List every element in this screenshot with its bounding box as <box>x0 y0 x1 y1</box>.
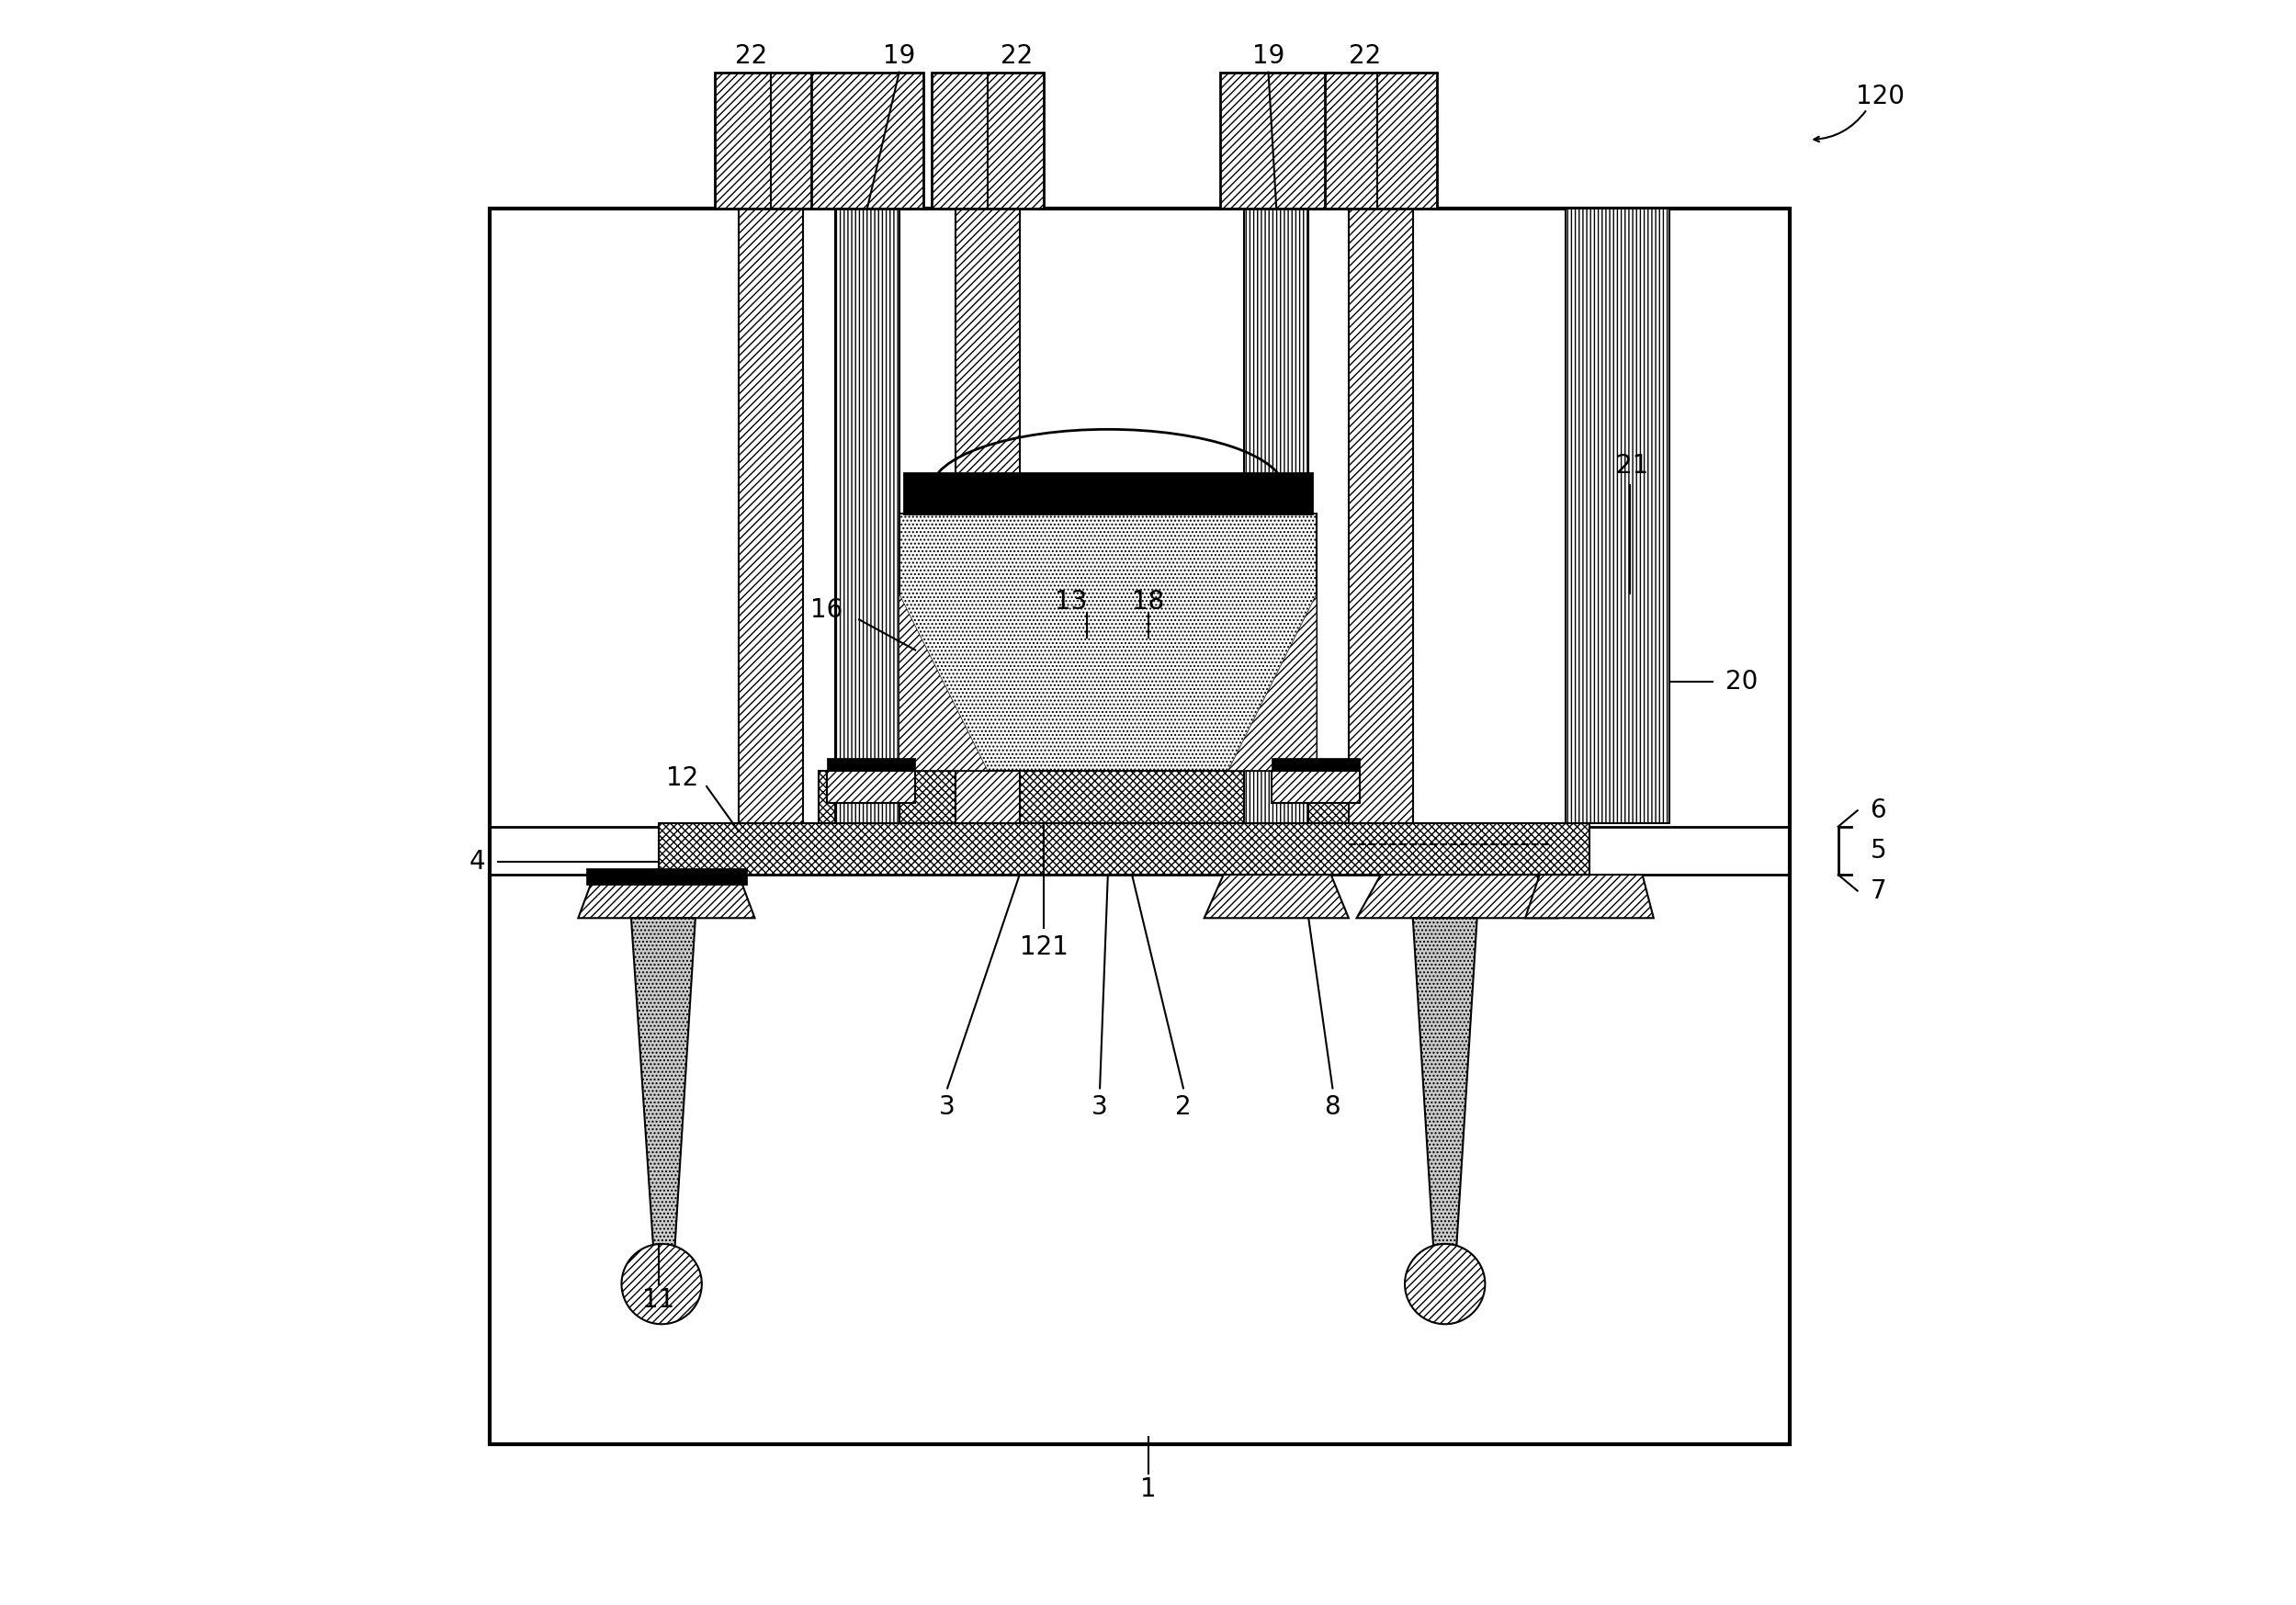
Text: 20: 20 <box>1727 669 1759 695</box>
Bar <box>1272 770 1359 802</box>
Text: 16: 16 <box>810 597 843 623</box>
Polygon shape <box>900 594 987 770</box>
Text: 22: 22 <box>735 43 767 69</box>
Bar <box>955 209 1019 823</box>
Bar <box>739 209 804 823</box>
Bar <box>827 770 916 802</box>
Text: 13: 13 <box>1054 589 1088 615</box>
Polygon shape <box>631 918 696 1252</box>
Text: 21: 21 <box>1616 453 1649 478</box>
Bar <box>1219 72 1332 209</box>
Text: 12: 12 <box>666 766 698 791</box>
Circle shape <box>622 1244 703 1324</box>
Polygon shape <box>1525 875 1653 918</box>
Bar <box>659 823 1589 875</box>
Text: 121: 121 <box>1019 934 1068 960</box>
Bar <box>1325 72 1437 209</box>
Bar <box>1348 209 1412 823</box>
Polygon shape <box>579 875 755 918</box>
Text: 6: 6 <box>1871 798 1887 823</box>
Text: 4: 4 <box>468 849 484 875</box>
Text: 5: 5 <box>1871 838 1887 863</box>
Text: 3: 3 <box>1091 1095 1109 1120</box>
Bar <box>1244 209 1309 823</box>
Bar <box>820 770 1364 823</box>
Polygon shape <box>1412 918 1476 1252</box>
Bar <box>1566 209 1669 823</box>
Bar <box>714 72 827 209</box>
Text: 11: 11 <box>643 1287 675 1313</box>
Bar <box>900 514 1316 770</box>
Text: 120: 120 <box>1855 83 1903 109</box>
Bar <box>836 209 900 823</box>
Text: 1: 1 <box>1139 1477 1157 1502</box>
Text: 19: 19 <box>884 43 916 69</box>
Bar <box>1272 758 1359 770</box>
Polygon shape <box>1203 875 1348 918</box>
Polygon shape <box>1228 594 1316 770</box>
Polygon shape <box>1357 875 1557 918</box>
Text: 18: 18 <box>1132 589 1164 615</box>
Text: 22: 22 <box>1348 43 1380 69</box>
Text: 19: 19 <box>1251 43 1286 69</box>
Text: 7: 7 <box>1871 878 1887 904</box>
Text: 22: 22 <box>1001 43 1033 69</box>
Bar <box>585 868 746 884</box>
Bar <box>932 72 1045 209</box>
Bar <box>827 758 916 770</box>
Text: 8: 8 <box>1325 1095 1341 1120</box>
Bar <box>489 209 1791 1445</box>
Bar <box>905 473 1311 514</box>
Circle shape <box>1405 1244 1486 1324</box>
Text: 3: 3 <box>939 1095 955 1120</box>
Text: 2: 2 <box>1176 1095 1192 1120</box>
Bar <box>810 72 923 209</box>
